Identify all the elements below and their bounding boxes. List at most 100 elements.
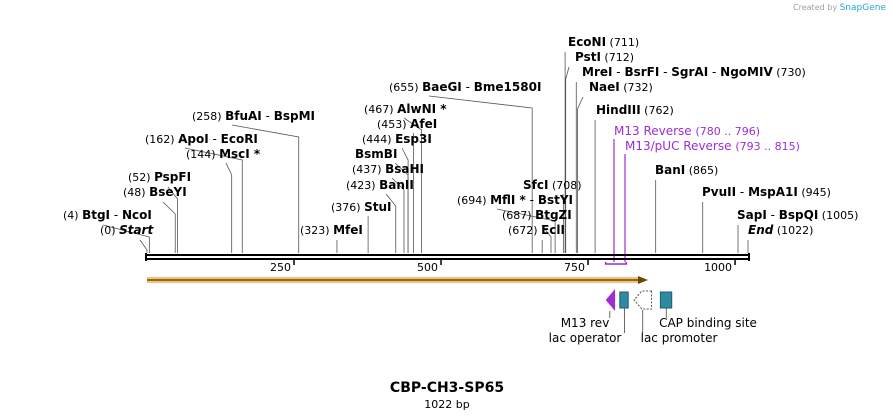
site-label: BsmBI	[355, 147, 397, 161]
site-label: SfcI (708)	[523, 178, 582, 192]
feature-lac-operator	[619, 291, 629, 309]
snapgene-credit: Created by SnapGene	[793, 3, 886, 13]
site-label: (48) BseYI	[123, 185, 187, 199]
primer-name: M13/pUC Reverse	[625, 139, 735, 153]
site-position: (1005)	[818, 209, 858, 222]
site-label: (437) BsaHI	[352, 162, 424, 176]
site-leader	[167, 186, 178, 253]
orf-arrow[interactable]	[147, 276, 648, 284]
site-name: BaeGI	[422, 80, 462, 94]
site-position: (712)	[601, 51, 634, 64]
site-leader	[394, 162, 409, 253]
primer-bracket	[604, 262, 628, 265]
ruler-tick-label: 250	[270, 261, 291, 274]
site-leader	[391, 177, 405, 253]
site-name: Start	[119, 223, 154, 237]
site-label: (323) MfeI	[300, 223, 363, 237]
site-position: (4)	[63, 209, 82, 222]
site-leader	[428, 95, 533, 253]
feature-lac-promoter	[633, 290, 653, 310]
site-name-isoschizomer: NgoMIV	[720, 65, 773, 79]
site-position: (144)	[186, 148, 219, 161]
site-name: PvuII	[702, 185, 736, 199]
feature-label: M13 rev	[561, 316, 610, 330]
site-name-isoschizomer: SgrAI	[671, 65, 708, 79]
site-position: (48)	[123, 186, 149, 199]
site-name: BanI	[655, 163, 685, 177]
primer-annotations: M13 Reverse (780 .. 796)M13/pUC Reverse …	[604, 124, 800, 265]
feature-cap-binding-site	[659, 291, 673, 309]
primer-range: (793 .. 815)	[735, 140, 800, 153]
site-position: (762)	[641, 104, 674, 117]
site-label: PstI (712)	[575, 50, 634, 64]
site-position: (672)	[508, 224, 541, 237]
site-position: (258)	[192, 110, 225, 123]
site-leader	[385, 193, 397, 253]
site-name: NaeI	[589, 80, 620, 94]
site-name: AfeI	[410, 117, 437, 131]
site-position: (437)	[352, 163, 385, 176]
site-label: HindIII (762)	[596, 103, 674, 117]
site-label: (672) EclI	[508, 223, 565, 237]
site-separator: -	[262, 109, 274, 123]
site-label: BanI (865)	[655, 163, 718, 177]
site-leader	[102, 224, 150, 253]
site-label: (376) StuI	[331, 200, 391, 214]
site-label: (467) AlwNI *	[364, 102, 447, 116]
site-name: BseYI	[149, 185, 187, 199]
site-name: BsmBI	[355, 147, 397, 161]
site-separator: -	[612, 65, 624, 79]
feature-label: CAP binding site	[659, 316, 757, 330]
site-name-isoschizomer: NcoI	[122, 208, 152, 222]
site-name-isoschizomer: EcoRI	[221, 132, 258, 146]
site-name-isoschizomer: Bme1580I	[474, 80, 542, 94]
site-position: (1022)	[773, 224, 813, 237]
site-name: StuI	[364, 200, 391, 214]
site-label: MreI - BsrFI - SgrAI - NgoMIV (730)	[582, 65, 806, 79]
site-leader	[225, 162, 233, 253]
site-name: BsaHI	[385, 162, 424, 176]
feature-label: lac operator	[549, 331, 622, 345]
site-position: (453)	[377, 118, 410, 131]
ruler-tick-label: 750	[564, 261, 585, 274]
site-separator: -	[209, 132, 221, 146]
site-leader	[403, 117, 423, 253]
site-label: (687) BtgZI	[502, 208, 572, 222]
site-name: AlwNI *	[397, 102, 447, 116]
site-separator: -	[708, 65, 720, 79]
site-name: BtgI	[82, 208, 110, 222]
site-label: (444) Esp3I	[362, 132, 432, 146]
site-label: End (1022)	[748, 223, 813, 237]
site-label: NaeI (732)	[589, 80, 653, 94]
site-position: (694)	[457, 194, 490, 207]
site-name: PspFI	[154, 170, 191, 184]
site-position: (423)	[346, 179, 379, 192]
site-label: SapI - BspQI (1005)	[737, 208, 858, 222]
site-name: ApoI	[178, 132, 209, 146]
feature-label: lac promoter	[641, 331, 718, 345]
site-label: (694) MflI * - BstYI	[457, 193, 573, 207]
site-label: EcoNI (711)	[568, 35, 639, 49]
site-leader-lines	[102, 52, 749, 253]
site-label: (655) BaeGI - Bme1580I	[389, 80, 541, 94]
site-position: (711)	[606, 36, 639, 49]
site-name: MreI	[582, 65, 612, 79]
site-name: MfeI	[333, 223, 363, 237]
site-position: (162)	[145, 133, 178, 146]
site-separator: -	[110, 208, 122, 222]
site-name-isoschizomer: BspQI	[779, 208, 819, 222]
site-label: (258) BfuAI - BspMI	[192, 109, 315, 123]
site-labels: (0) Start (4) BtgI - NcoI (48) BseYI(52) P…	[63, 35, 858, 237]
site-position: (444)	[362, 133, 395, 146]
site-position: (732)	[620, 81, 653, 94]
site-position: (323)	[300, 224, 333, 237]
site-label: (0) Start	[100, 223, 154, 237]
site-label: (52) PspFI	[128, 170, 191, 184]
site-position: (687)	[502, 209, 535, 222]
site-name: Esp3I	[395, 132, 432, 146]
primer-label: M13 Reverse (780 .. 796)	[614, 124, 760, 138]
site-position: (52)	[128, 171, 154, 184]
site-name: End	[748, 223, 774, 237]
